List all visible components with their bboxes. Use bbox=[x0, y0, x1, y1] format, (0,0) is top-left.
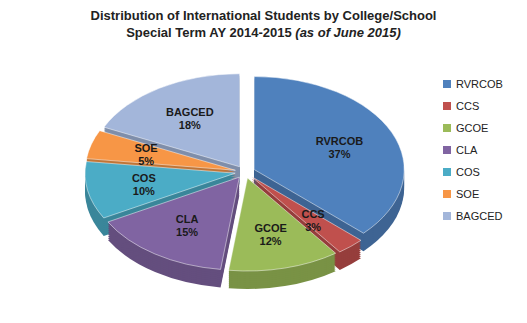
data-label: 15% bbox=[176, 226, 198, 238]
legend-item: CCS bbox=[443, 100, 479, 112]
legend-label: RVRCOB bbox=[456, 78, 503, 90]
legend-item: RVRCOB bbox=[443, 78, 503, 90]
data-label: 12% bbox=[260, 235, 282, 247]
legend-label: CLA bbox=[456, 144, 478, 156]
legend-label: SOE bbox=[456, 188, 479, 200]
legend-item: BAGCED bbox=[443, 210, 503, 222]
legend-label: CCS bbox=[456, 100, 479, 112]
legend-item: CLA bbox=[443, 144, 478, 156]
data-label: 18% bbox=[179, 119, 201, 131]
legend-swatch bbox=[443, 124, 451, 132]
data-label-category: BAGCED bbox=[166, 106, 214, 118]
slice bbox=[229, 178, 336, 271]
data-label: 37% bbox=[329, 148, 351, 160]
legend-swatch bbox=[443, 168, 451, 176]
legend-swatch bbox=[443, 212, 451, 220]
legend-item: COS bbox=[443, 166, 480, 178]
slice bbox=[85, 162, 235, 218]
legend-swatch bbox=[443, 80, 451, 88]
legend-swatch bbox=[443, 190, 451, 198]
data-label: 5% bbox=[138, 155, 154, 167]
legend-label: BAGCED bbox=[456, 210, 503, 222]
data-label-category: COS bbox=[132, 172, 156, 184]
data-label-category: GCOE bbox=[254, 222, 286, 234]
legend-swatch bbox=[443, 102, 451, 110]
subtitle: Special Term AY 2014-2015 (as of June 20… bbox=[126, 25, 401, 40]
data-labels: RVRCOB37% CCS3% GCOE12% CLA15% COS10% SOE5% BA… bbox=[132, 106, 363, 247]
pie bbox=[85, 74, 404, 289]
slice bbox=[104, 74, 240, 167]
data-label: 3% bbox=[305, 221, 321, 233]
data-label-category: CCS bbox=[301, 208, 324, 220]
pie-tops bbox=[85, 74, 404, 271]
title: Distribution of International Students b… bbox=[91, 8, 437, 23]
legend-label: COS bbox=[456, 166, 480, 178]
legend: RVRCOB CCS GCOE CLA COS SOE BAGCED bbox=[443, 78, 503, 222]
data-label: 10% bbox=[133, 185, 155, 197]
data-label-category: CLA bbox=[176, 213, 199, 225]
chart: Distribution of International Students b… bbox=[0, 0, 527, 323]
legend-item: SOE bbox=[443, 188, 479, 200]
legend-swatch bbox=[443, 146, 451, 154]
data-label-category: SOE bbox=[134, 142, 157, 154]
legend-label: GCOE bbox=[456, 122, 488, 134]
data-label-category: RVRCOB bbox=[316, 135, 364, 147]
legend-item: GCOE bbox=[443, 122, 488, 134]
